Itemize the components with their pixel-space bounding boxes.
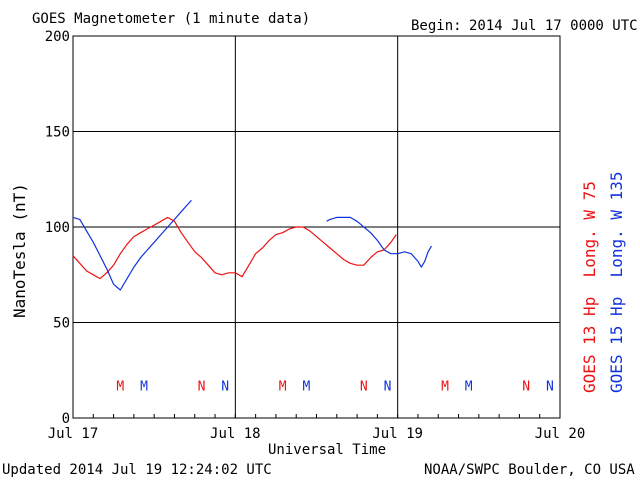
- y-axis-label: NanoTesla (nT): [10, 183, 29, 318]
- noon-marker: N: [221, 380, 229, 395]
- updated-timestamp: Updated 2014 Jul 19 12:24:02 UTC: [2, 462, 272, 478]
- midnight-marker: M: [140, 380, 148, 395]
- y-tick-label: 100: [45, 220, 70, 236]
- y-tick-label: 0: [62, 411, 70, 427]
- chart-title: GOES Magnetometer (1 minute data): [32, 11, 311, 27]
- y-tick-label: 200: [45, 29, 70, 45]
- x-axis-title: Universal Time: [268, 442, 387, 458]
- legend-goes13: GOES 13 Hp Long. W 75: [580, 181, 599, 393]
- noon-marker: N: [546, 380, 554, 395]
- x-tick-label: Jul 19: [372, 426, 423, 442]
- series-goes13-line: [72, 216, 397, 280]
- begin-value: 2014 Jul 17 0000 UTC: [469, 18, 638, 34]
- x-tick-label: Jul 18: [210, 426, 261, 442]
- midnight-marker: M: [302, 380, 310, 395]
- noon-marker: N: [198, 380, 206, 395]
- y-tick-label: 150: [45, 125, 70, 141]
- midnight-marker: M: [279, 380, 287, 395]
- noon-marker: N: [384, 380, 392, 395]
- midnight-marker: M: [441, 380, 449, 395]
- begin-label: Begin:: [411, 18, 462, 34]
- legend-goes15: GOES 15 Hp Long. W 135: [607, 171, 626, 393]
- credit: NOAA/SWPC Boulder, CO USA: [424, 462, 635, 478]
- x-tick-label: Jul 17: [48, 426, 99, 442]
- noon-marker: N: [360, 380, 368, 395]
- x-tick-label: Jul 20: [535, 426, 586, 442]
- midnight-marker: M: [116, 380, 124, 395]
- series-goes15-line: [326, 216, 433, 268]
- y-tick-label: 50: [53, 316, 70, 332]
- series-goes15-line: [72, 199, 192, 291]
- midnight-marker: M: [465, 380, 473, 395]
- noon-marker: N: [522, 380, 530, 395]
